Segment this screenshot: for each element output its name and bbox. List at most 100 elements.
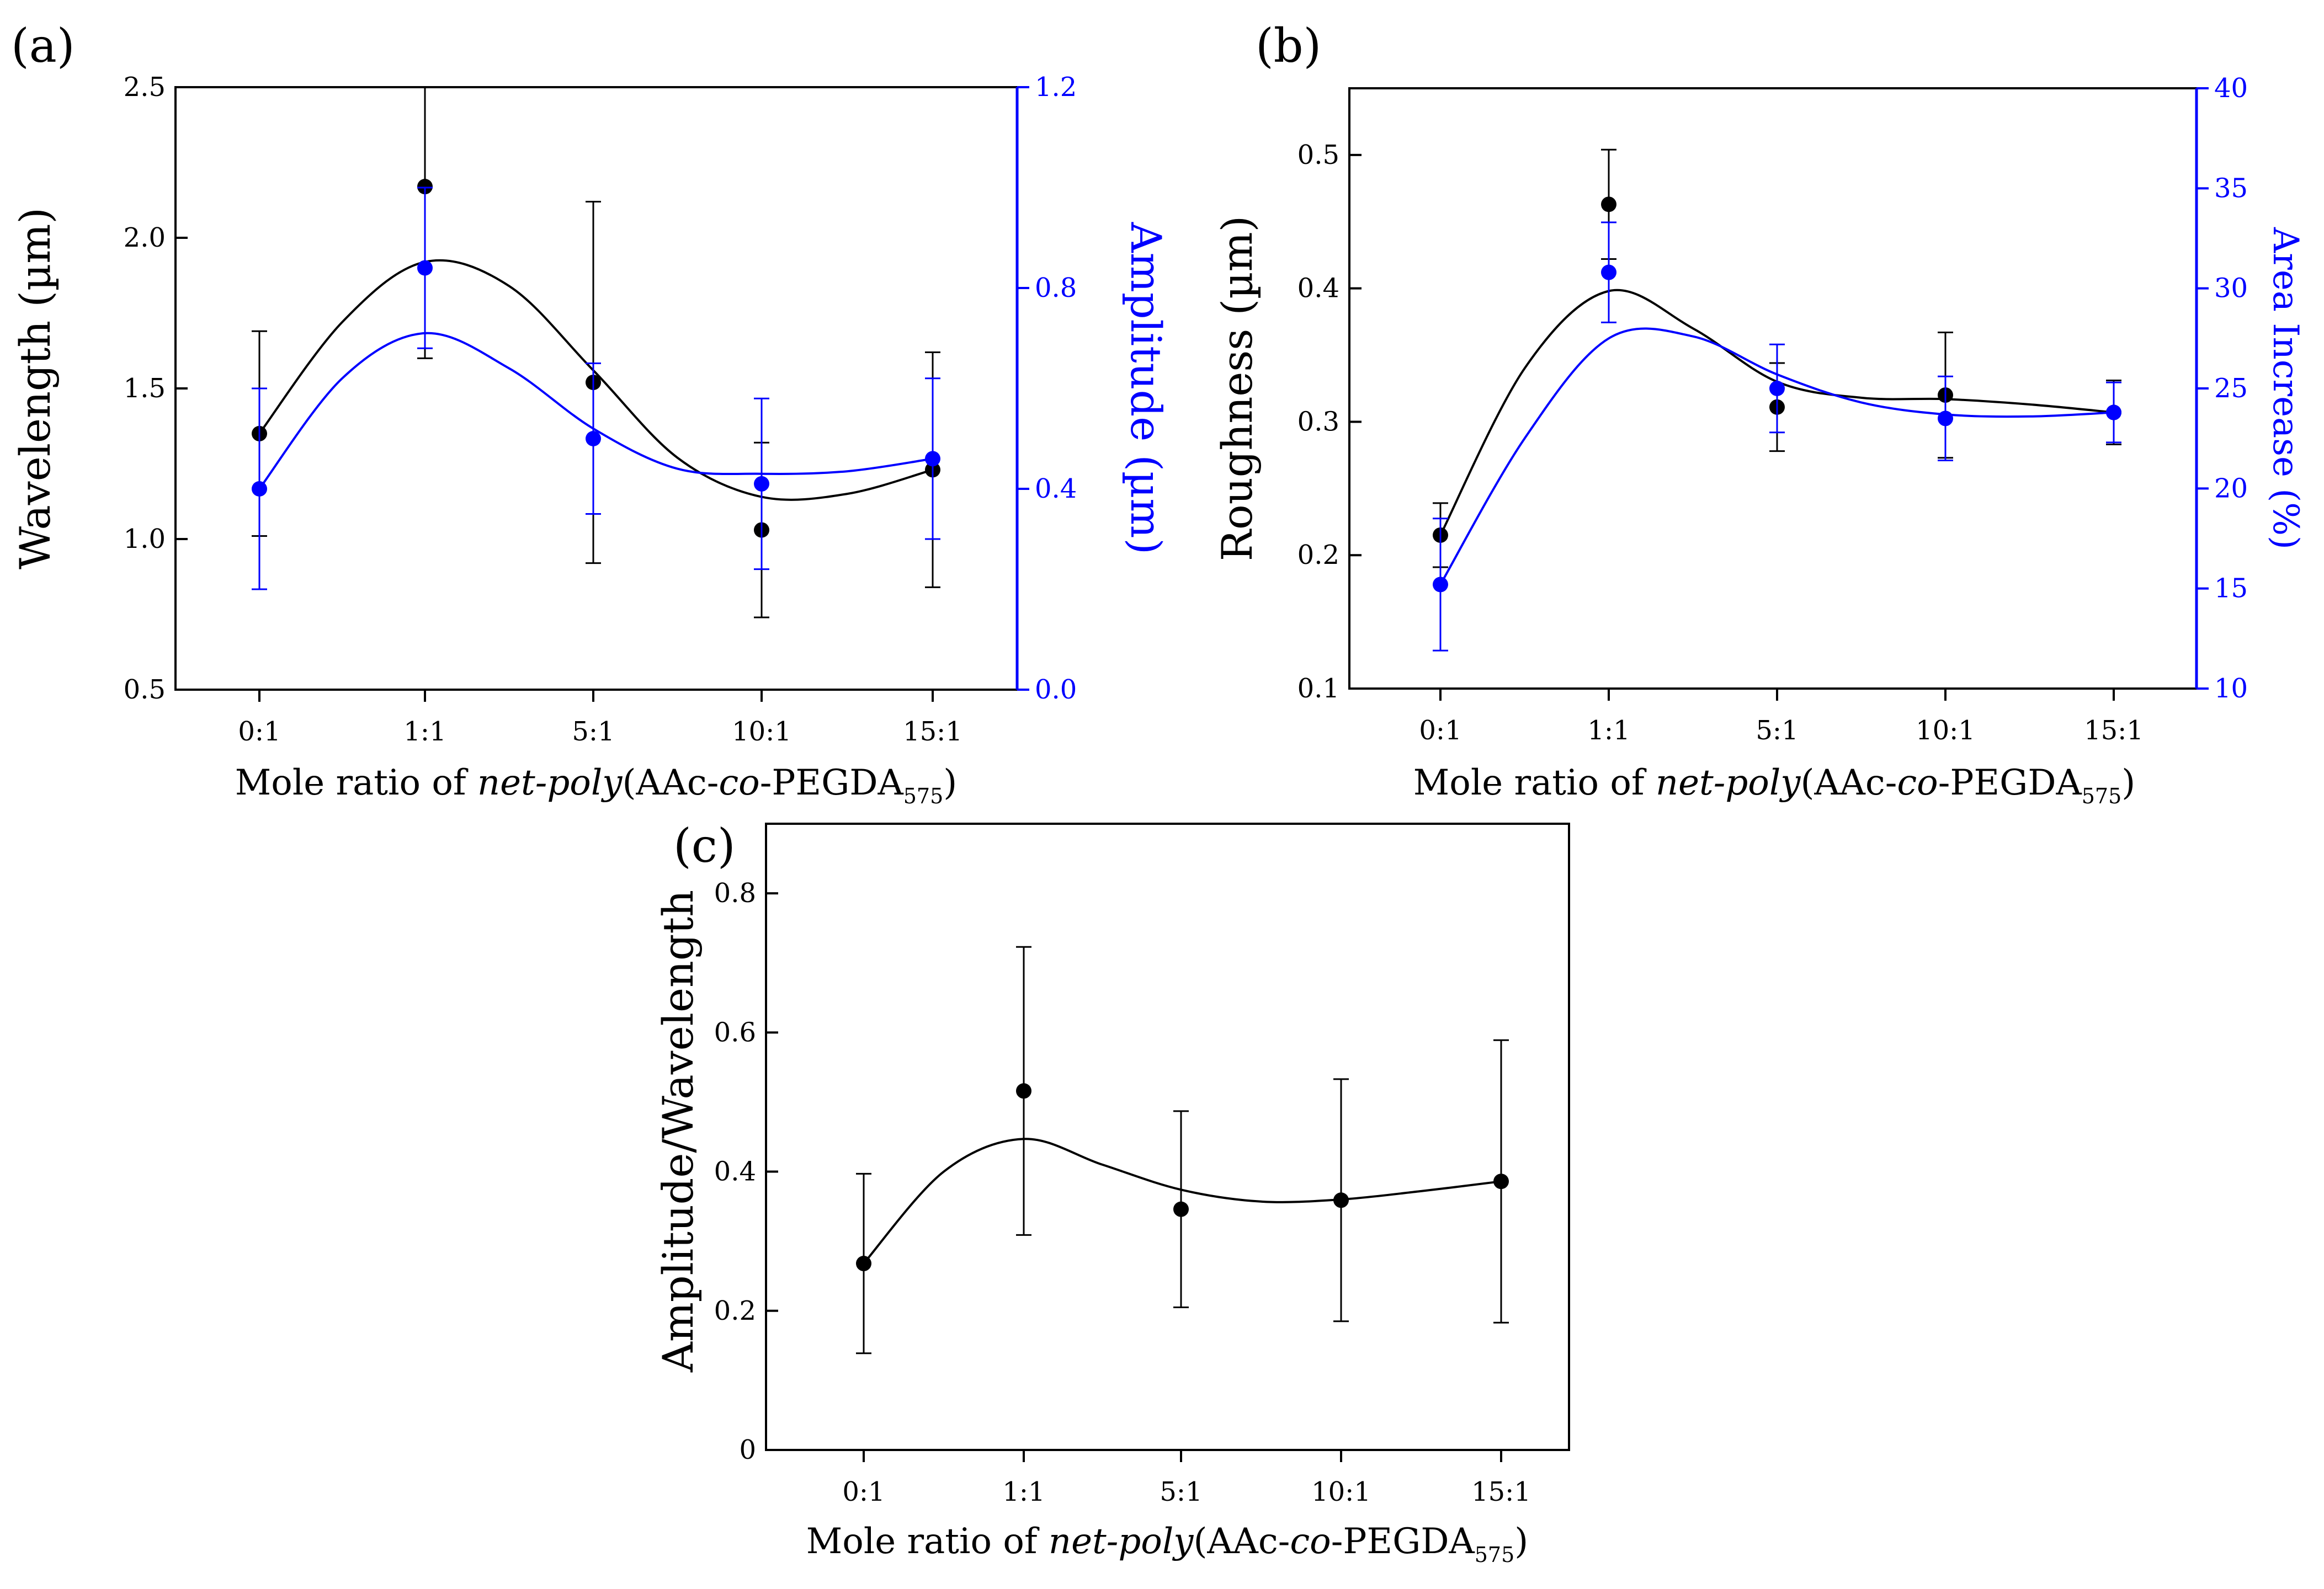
y-tick-label-left: 1.0 [124,524,166,554]
y-tick-label-right: 10 [2214,673,2248,704]
xlabel-suffix: ) [2121,762,2135,803]
xlabel-italic: net-poly [1049,1521,1194,1562]
xlabel-mid2: -PEGDA [1938,762,2082,803]
data-point [856,1256,871,1272]
x-tick-label: 5:1 [1756,715,1798,746]
y-tick-label-right: 20 [2214,473,2248,504]
data-point [1333,1192,1349,1208]
data-point [1493,1174,1509,1190]
panel-b-x-label: Mole ratio of net-poly(AAc-co-PEGDA575) [1413,762,2136,808]
fit-curve [863,1138,1502,1265]
y-tick-label-left: 2.5 [124,72,166,103]
data-point [925,451,940,467]
xlabel-italic: net-poly [1656,762,1801,803]
panel-a-right-ticks: 0.0 0.4 0.8 1.2 [1017,72,1077,705]
xlabel-co: co [1897,762,1938,803]
x-tick-label: 5:1 [1160,1476,1202,1507]
y-tick-label-left: 0.2 [1297,540,1339,570]
y-tick-label-left: 0.5 [124,674,166,705]
panel-a-x-ticks: 0:1 1:1 5:1 10:1 15:1 [238,690,962,747]
panel-c-y-label: Amplitude/Wavelength [653,890,703,1373]
xlabel-mid2: -PEGDA [1331,1521,1475,1562]
panel-b-right-ticks: 10 15 20 25 30 35 40 [2197,73,2248,704]
x-tick-label: 10:1 [732,716,791,747]
fit-curve [258,259,933,501]
data-point [2106,404,2121,420]
panel-b: (b) 0.1 0.2 0.3 0.4 0.5 10 15 20 25 30 35 40 0:1 1:… [1212,19,2306,808]
panel-b-y-label-right: Area Increase (%) [2265,227,2306,550]
x-tick-label: 1:1 [1002,1476,1045,1507]
xlabel-sub: 575 [903,784,944,808]
xlabel-italic: net-poly [477,762,623,803]
panel-c-label: (c) [673,819,736,873]
x-tick-label: 0:1 [842,1476,885,1507]
panel-a-x-label: Mole ratio of net-poly(AAc-co-PEGDA575) [235,762,958,808]
panel-b-x-ticks: 0:1 1:1 5:1 10:1 15:1 [1419,689,2144,746]
data-point [586,431,601,446]
y-tick-label-left: 0.5 [1297,140,1339,170]
xlabel-prefix: Mole ratio of [806,1521,1049,1562]
xlabel-sub: 575 [1475,1543,1515,1567]
panel-a-y-label-left: Wavelength (µm) [10,207,60,569]
xlabel-suffix: ) [1514,1521,1528,1562]
data-point [1938,410,1953,426]
xlabel-prefix: Mole ratio of [235,762,477,803]
y-tick-label-left: 1.5 [124,373,166,404]
y-tick-label-right: 30 [2214,273,2248,304]
data-point [1173,1201,1189,1217]
y-tick-label-left: 0.4 [714,1156,756,1187]
y-tick-label-left: 0.6 [714,1017,756,1048]
xlabel-mid1: (AAc- [622,762,719,803]
xlabel-mid1: (AAc- [1193,1521,1290,1562]
y-tick-label-right: 40 [2214,73,2248,104]
x-tick-label: 15:1 [1471,1476,1531,1507]
y-tick-label-right: 0.0 [1035,674,1077,705]
panel-a-left-ticks: 0.5 1.0 1.5 2.0 2.5 [124,72,188,705]
x-tick-label: 1:1 [1587,715,1630,746]
y-tick-label-left: 0.2 [714,1295,756,1326]
panel-b-left-ticks: 0.1 0.2 0.3 0.4 0.5 [1297,140,1362,704]
y-tick-label-left: 0.3 [1297,406,1339,437]
y-tick-label-right: 0.8 [1035,273,1077,303]
panel-c-plot-frame [765,823,1570,1451]
data-point [1433,577,1448,593]
panel-a-series [252,87,940,618]
panel-a-label: (a) [11,19,75,73]
x-tick-label: 10:1 [1311,1476,1371,1507]
data-point [1769,381,1785,396]
panel-b-series [1433,148,2121,652]
x-tick-label: 15:1 [903,716,962,747]
data-point [754,476,769,492]
y-tick-label-right: 25 [2214,373,2248,404]
xlabel-co: co [1290,1521,1331,1562]
panel-c-series [856,946,1509,1355]
panel-c-x-ticks: 0:1 1:1 5:1 10:1 15:1 [842,1450,1531,1507]
y-tick-label-left: 2.0 [124,222,166,253]
y-tick-label-right: 0.4 [1035,473,1077,504]
y-tick-label-left: 0 [739,1435,756,1465]
x-tick-label: 10:1 [1916,715,1975,746]
x-tick-label: 15:1 [2084,715,2144,746]
y-tick-label-left: 0.8 [714,878,756,909]
xlabel-co: co [719,762,759,803]
x-tick-label: 0:1 [238,716,280,747]
data-point [1016,1083,1031,1099]
data-point [1601,264,1616,280]
panel-b-y-label-left: Roughness (µm) [1212,216,1262,561]
fit-curve [258,332,933,490]
y-tick-label-left: 0.1 [1297,673,1339,704]
data-point [417,179,433,195]
xlabel-prefix: Mole ratio of [1413,762,1656,803]
xlabel-suffix: ) [943,762,957,803]
panel-c-left-ticks: 0 0.2 0.4 0.6 0.8 [714,878,778,1465]
panel-c-x-label: Mole ratio of net-poly(AAc-co-PEGDA575) [806,1521,1529,1567]
panel-b-label: (b) [1256,19,1321,73]
data-point [1601,196,1616,212]
y-tick-label-left: 0.4 [1297,273,1339,304]
panel-a-y-label-right: Amplitude (µm) [1121,222,1171,554]
y-tick-label-right: 1.2 [1035,72,1077,103]
data-point [252,481,267,497]
x-tick-label: 0:1 [1419,715,1461,746]
panel-a: (a) 0.5 1.0 1.5 2.0 2.5 0.0 0.4 0.8 1.2 0:1 1:1 5… [10,19,1171,808]
